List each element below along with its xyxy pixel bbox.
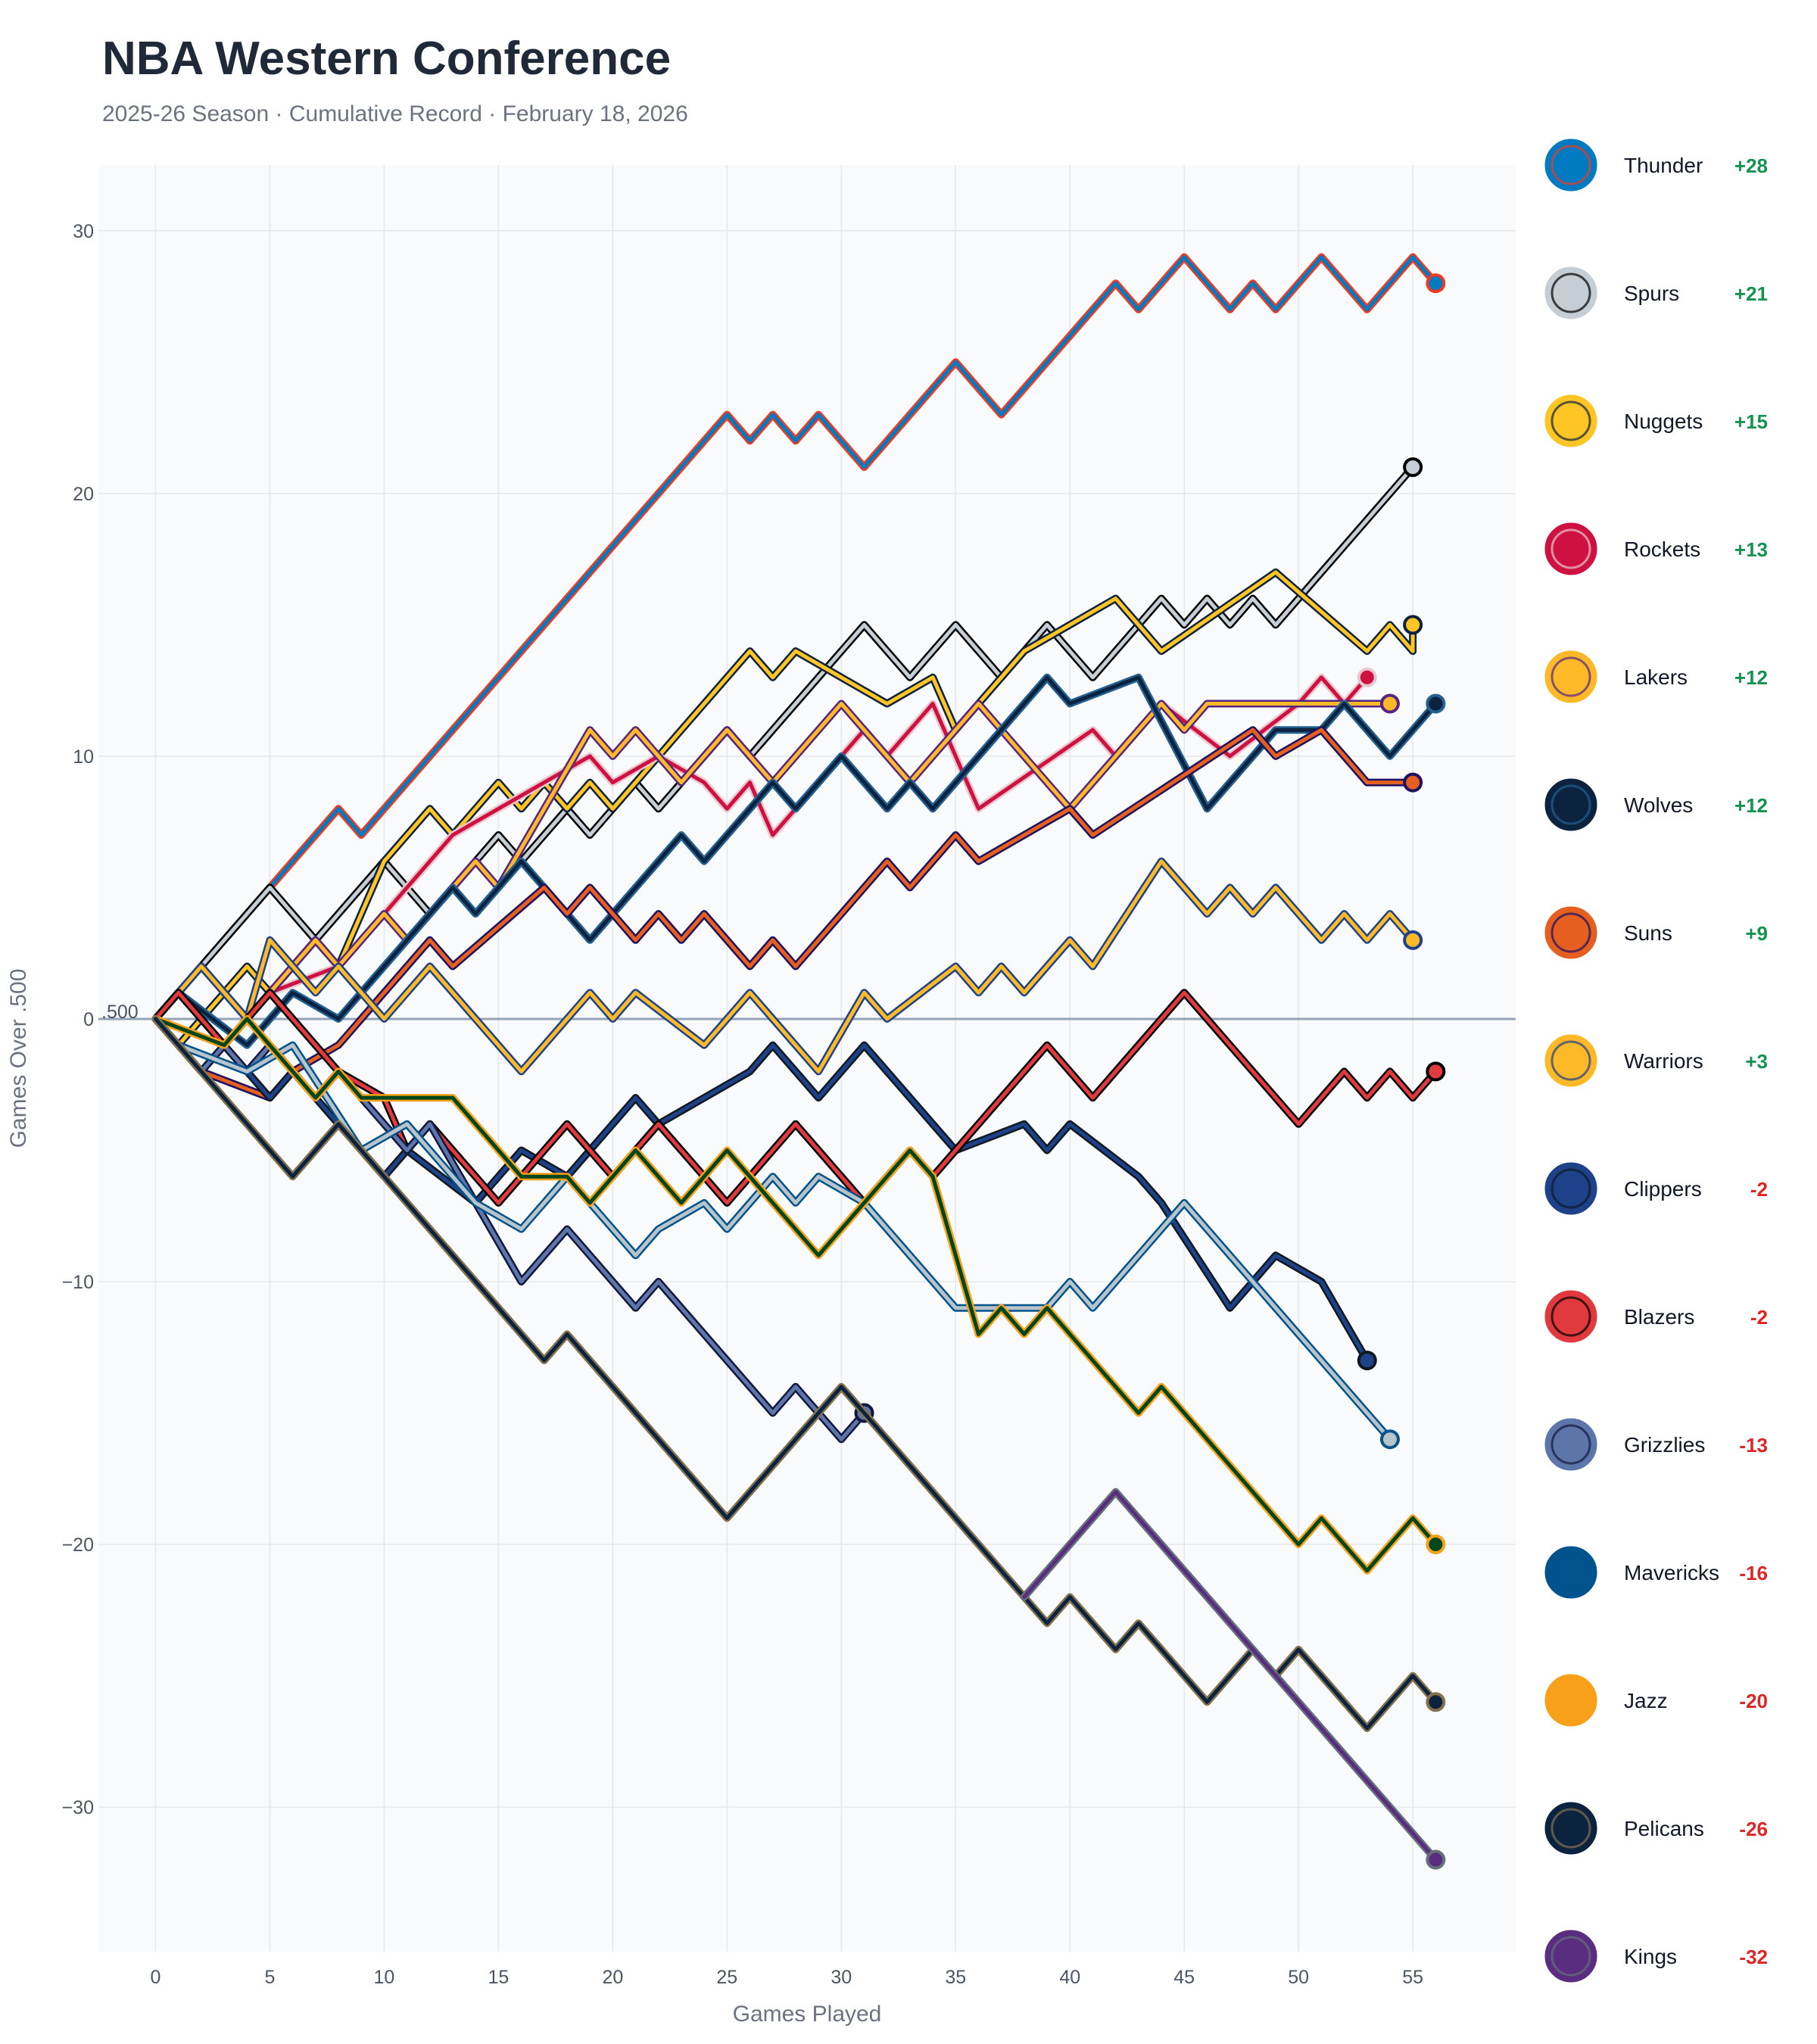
endpoint-suns <box>1403 772 1423 793</box>
endpoint-jazz <box>1426 1535 1446 1555</box>
x-tick-label: 30 <box>831 1967 852 1988</box>
x-tick-label: 40 <box>1059 1967 1080 1988</box>
legend-name-lakers: Lakers <box>1624 665 1688 689</box>
logo-ring-grizzlies <box>1551 1424 1591 1465</box>
y-tick-label: −20 <box>62 1535 94 1556</box>
legend-name-thunder: Thunder <box>1624 154 1703 177</box>
endpoint-kings <box>1426 1849 1446 1870</box>
legend-name-warriors: Warriors <box>1624 1049 1703 1073</box>
y-tick-label: 0 <box>83 1009 94 1030</box>
series-line-pelicans <box>154 1017 1438 1731</box>
chart-subtitle: 2025-26 Season · Cumulative Record · Feb… <box>102 101 688 126</box>
series-line-thunder <box>154 255 1438 1021</box>
logo-ring-nuggets <box>1551 400 1591 441</box>
legend: Thunder +28 Spurs +21 Nuggets +15 Rockets +13 La… <box>1542 136 1768 1985</box>
endpoint-rockets <box>1357 667 1377 687</box>
endpoint-blazers <box>1426 1061 1446 1082</box>
logo-ring-kings <box>1551 1936 1591 1977</box>
x-tick-label: 5 <box>264 1967 275 1988</box>
legend-name-blazers: Blazers <box>1624 1305 1694 1329</box>
legend-value-thunder: +28 <box>1734 154 1768 177</box>
x-tick-label: 0 <box>151 1967 161 1988</box>
legend-value-wolves: +12 <box>1734 794 1768 817</box>
legend-name-rockets: Rockets <box>1624 537 1700 561</box>
logo-ring-mavericks <box>1551 1552 1591 1593</box>
series-line-suns <box>154 728 1415 1100</box>
endpoint-spurs <box>1403 457 1423 478</box>
endpoint-mavericks <box>1379 1429 1400 1450</box>
endpoint-warriors <box>1403 930 1423 950</box>
legend-name-jazz: Jazz <box>1624 1689 1668 1712</box>
legend-value-mavericks: -16 <box>1739 1562 1768 1584</box>
logo-ring-suns <box>1551 912 1591 953</box>
legend-value-spurs: +21 <box>1734 282 1768 305</box>
legend-name-clippers: Clippers <box>1624 1177 1702 1201</box>
x-tick-label: 15 <box>488 1967 509 1988</box>
series-line-jazz <box>154 1017 1438 1573</box>
x-tick-label: 20 <box>602 1967 623 1988</box>
legend-value-jazz: -20 <box>1739 1690 1768 1712</box>
series-line-blazers <box>154 990 1438 1205</box>
chart-title: NBA Western Conference <box>102 33 671 85</box>
legend-name-grizzlies: Grizzlies <box>1624 1433 1705 1457</box>
logo-ring-rockets <box>1551 528 1591 569</box>
series-line-kings <box>1022 1490 1438 1862</box>
x-tick-label: 25 <box>716 1967 737 1988</box>
endpoint-clippers <box>1357 1351 1377 1371</box>
endpoint-nuggets <box>1403 615 1423 635</box>
legend-value-clippers: -2 <box>1750 1178 1768 1201</box>
legend-name-mavericks: Mavericks <box>1624 1561 1719 1584</box>
legend-value-warriors: +3 <box>1745 1050 1768 1073</box>
y-tick-label: 30 <box>73 221 94 242</box>
logo-ring-spurs <box>1551 273 1591 313</box>
logo-ring-thunder <box>1551 145 1591 185</box>
y-axis-label: Games Over .500 <box>6 969 31 1148</box>
x-tick-label: 45 <box>1173 1967 1195 1988</box>
legend-value-nuggets: +15 <box>1734 410 1768 433</box>
series-line-wolves <box>154 675 1438 1048</box>
legend-name-nuggets: Nuggets <box>1624 410 1703 433</box>
series-line-lakers <box>154 702 1392 1021</box>
legend-value-pelicans: -26 <box>1739 1818 1768 1840</box>
x-axis-label: Games Played <box>733 2002 882 2027</box>
logo-ring-warriors <box>1551 1040 1591 1081</box>
legend-value-kings: -32 <box>1739 1946 1768 1968</box>
y-tick-label: −10 <box>62 1272 94 1293</box>
legend-name-pelicans: Pelicans <box>1624 1817 1704 1840</box>
legend-name-kings: Kings <box>1624 1945 1677 1968</box>
series-line-warriors <box>154 859 1415 1073</box>
legend-value-rockets: +13 <box>1734 538 1768 561</box>
legend-name-suns: Suns <box>1624 921 1672 945</box>
y-tick-label: −30 <box>62 1797 94 1818</box>
x-tick-label: 10 <box>374 1967 395 1988</box>
legend-value-suns: +9 <box>1745 922 1768 945</box>
axis-ticks: 0 5 10 15 20 25 30 35 40 45 50 55 30 20 10 0 −10 −20 −30 <box>62 221 1423 1988</box>
logo-ring-blazers <box>1551 1296 1591 1337</box>
series-line-clippers <box>154 990 1370 1363</box>
x-tick-label: 35 <box>945 1967 966 1988</box>
legend-name-wolves: Wolves <box>1624 793 1693 817</box>
endpoint-lakers <box>1379 693 1400 714</box>
logo-ring-pelicans <box>1551 1808 1591 1849</box>
legend-value-blazers: -2 <box>1750 1306 1768 1329</box>
series-lines <box>151 253 1446 1870</box>
legend-name-spurs: Spurs <box>1624 282 1679 305</box>
x-tick-label: 50 <box>1288 1967 1309 1988</box>
x-tick-label: 55 <box>1402 1967 1423 1988</box>
y-tick-label: 10 <box>73 746 94 768</box>
y-tick-label: 20 <box>73 484 94 505</box>
legend-value-lakers: +12 <box>1734 666 1768 689</box>
endpoint-wolves <box>1426 693 1446 714</box>
logo-ring-jazz <box>1551 1680 1591 1721</box>
logo-ring-lakers <box>1551 656 1591 697</box>
logo-ring-wolves <box>1551 784 1591 825</box>
baseline-label: .500 <box>101 1002 139 1023</box>
logo-ring-clippers <box>1551 1168 1591 1209</box>
endpoint-pelicans <box>1426 1692 1446 1712</box>
legend-value-grizzlies: -13 <box>1739 1434 1768 1457</box>
endpoint-thunder <box>1426 273 1446 294</box>
